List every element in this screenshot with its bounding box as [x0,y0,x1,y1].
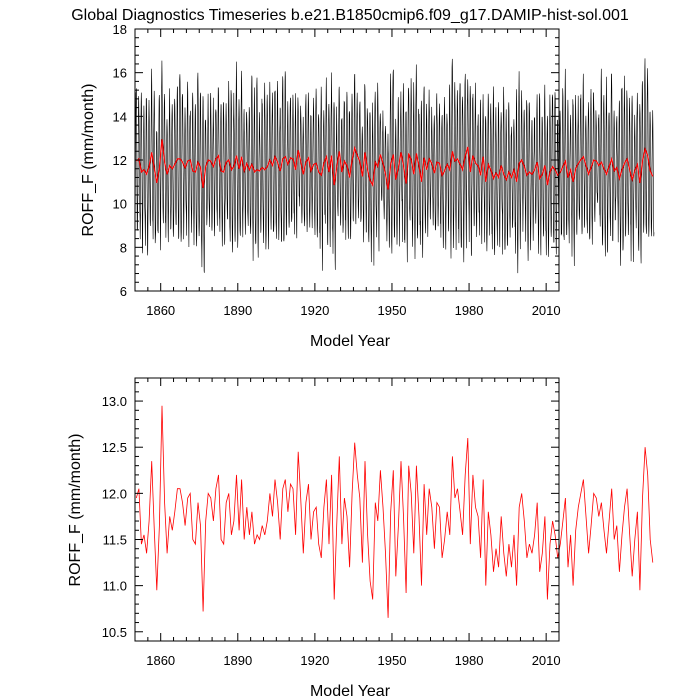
bottom-y-ticks: 10.5 11.0 11.5 12.0 12.5 13.0 [102,382,559,642]
top-y-tick-label: 14 [113,109,127,124]
top-x-tick-label: 1890 [223,303,252,318]
bottom-x-tick-label: 1860 [146,653,175,668]
top-y-tick-label: 10 [113,197,127,212]
bottom-x-axis-label: Model Year [310,683,391,700]
monthly-series-line [134,58,655,274]
bottom-x-tick-label: 1980 [455,653,484,668]
top-y-tick-label: 16 [113,66,127,81]
bottom-x-tick-label: 1890 [223,653,252,668]
bottom-x-ticks: 1860 1890 1920 1950 1980 2010 [134,378,561,668]
bottom-x-tick-label: 1920 [300,653,329,668]
top-x-tick-label: 2010 [532,303,561,318]
bottom-y-tick-label: 10.5 [102,625,127,640]
top-y-tick-label: 6 [120,284,127,299]
top-y-ticks: 6 8 10 12 14 16 18 [113,22,559,299]
top-x-tick-label: 1980 [455,303,484,318]
bottom-y-axis-label: ROFF_F (mm/month) [67,434,84,587]
bottom-y-tick-label: 12.0 [102,486,127,501]
bottom-y-tick-label: 13.0 [102,394,127,409]
bottom-y-tick-label: 11.0 [103,579,127,594]
bottom-annual-series-line [135,405,654,618]
top-y-tick-label: 12 [113,153,127,168]
top-y-tick-label: 8 [120,240,127,255]
top-x-tick-label: 1920 [300,303,329,318]
top-plot-area [134,58,655,274]
top-x-tick-label: 1950 [378,303,407,318]
bottom-panel: 1860 1890 1920 1950 1980 2010 10.5 11.0 11.5 12.… [67,377,654,700]
top-x-ticks: 1860 1890 1920 1950 1980 2010 [134,29,561,318]
bottom-plot-frame [134,377,560,642]
top-annual-series-line [135,139,654,190]
bottom-x-tick-label: 1950 [378,653,407,668]
top-x-axis-label: Model Year [310,333,391,350]
top-y-tick-label: 18 [113,22,127,37]
bottom-y-tick-label: 12.5 [102,440,127,455]
top-y-axis-label: ROFF_F (mm/month) [80,84,97,237]
bottom-x-tick-label: 2010 [532,653,561,668]
chart-title: Global Diagnostics Timeseries b.e21.B185… [71,7,629,24]
top-x-tick-label: 1860 [146,303,175,318]
bottom-y-tick-label: 11.5 [103,532,127,547]
top-panel: 1860 1890 1920 1950 1980 2010 6 8 10 12 14 16 18 Mo… [80,22,655,350]
bottom-plot-area [135,405,654,618]
